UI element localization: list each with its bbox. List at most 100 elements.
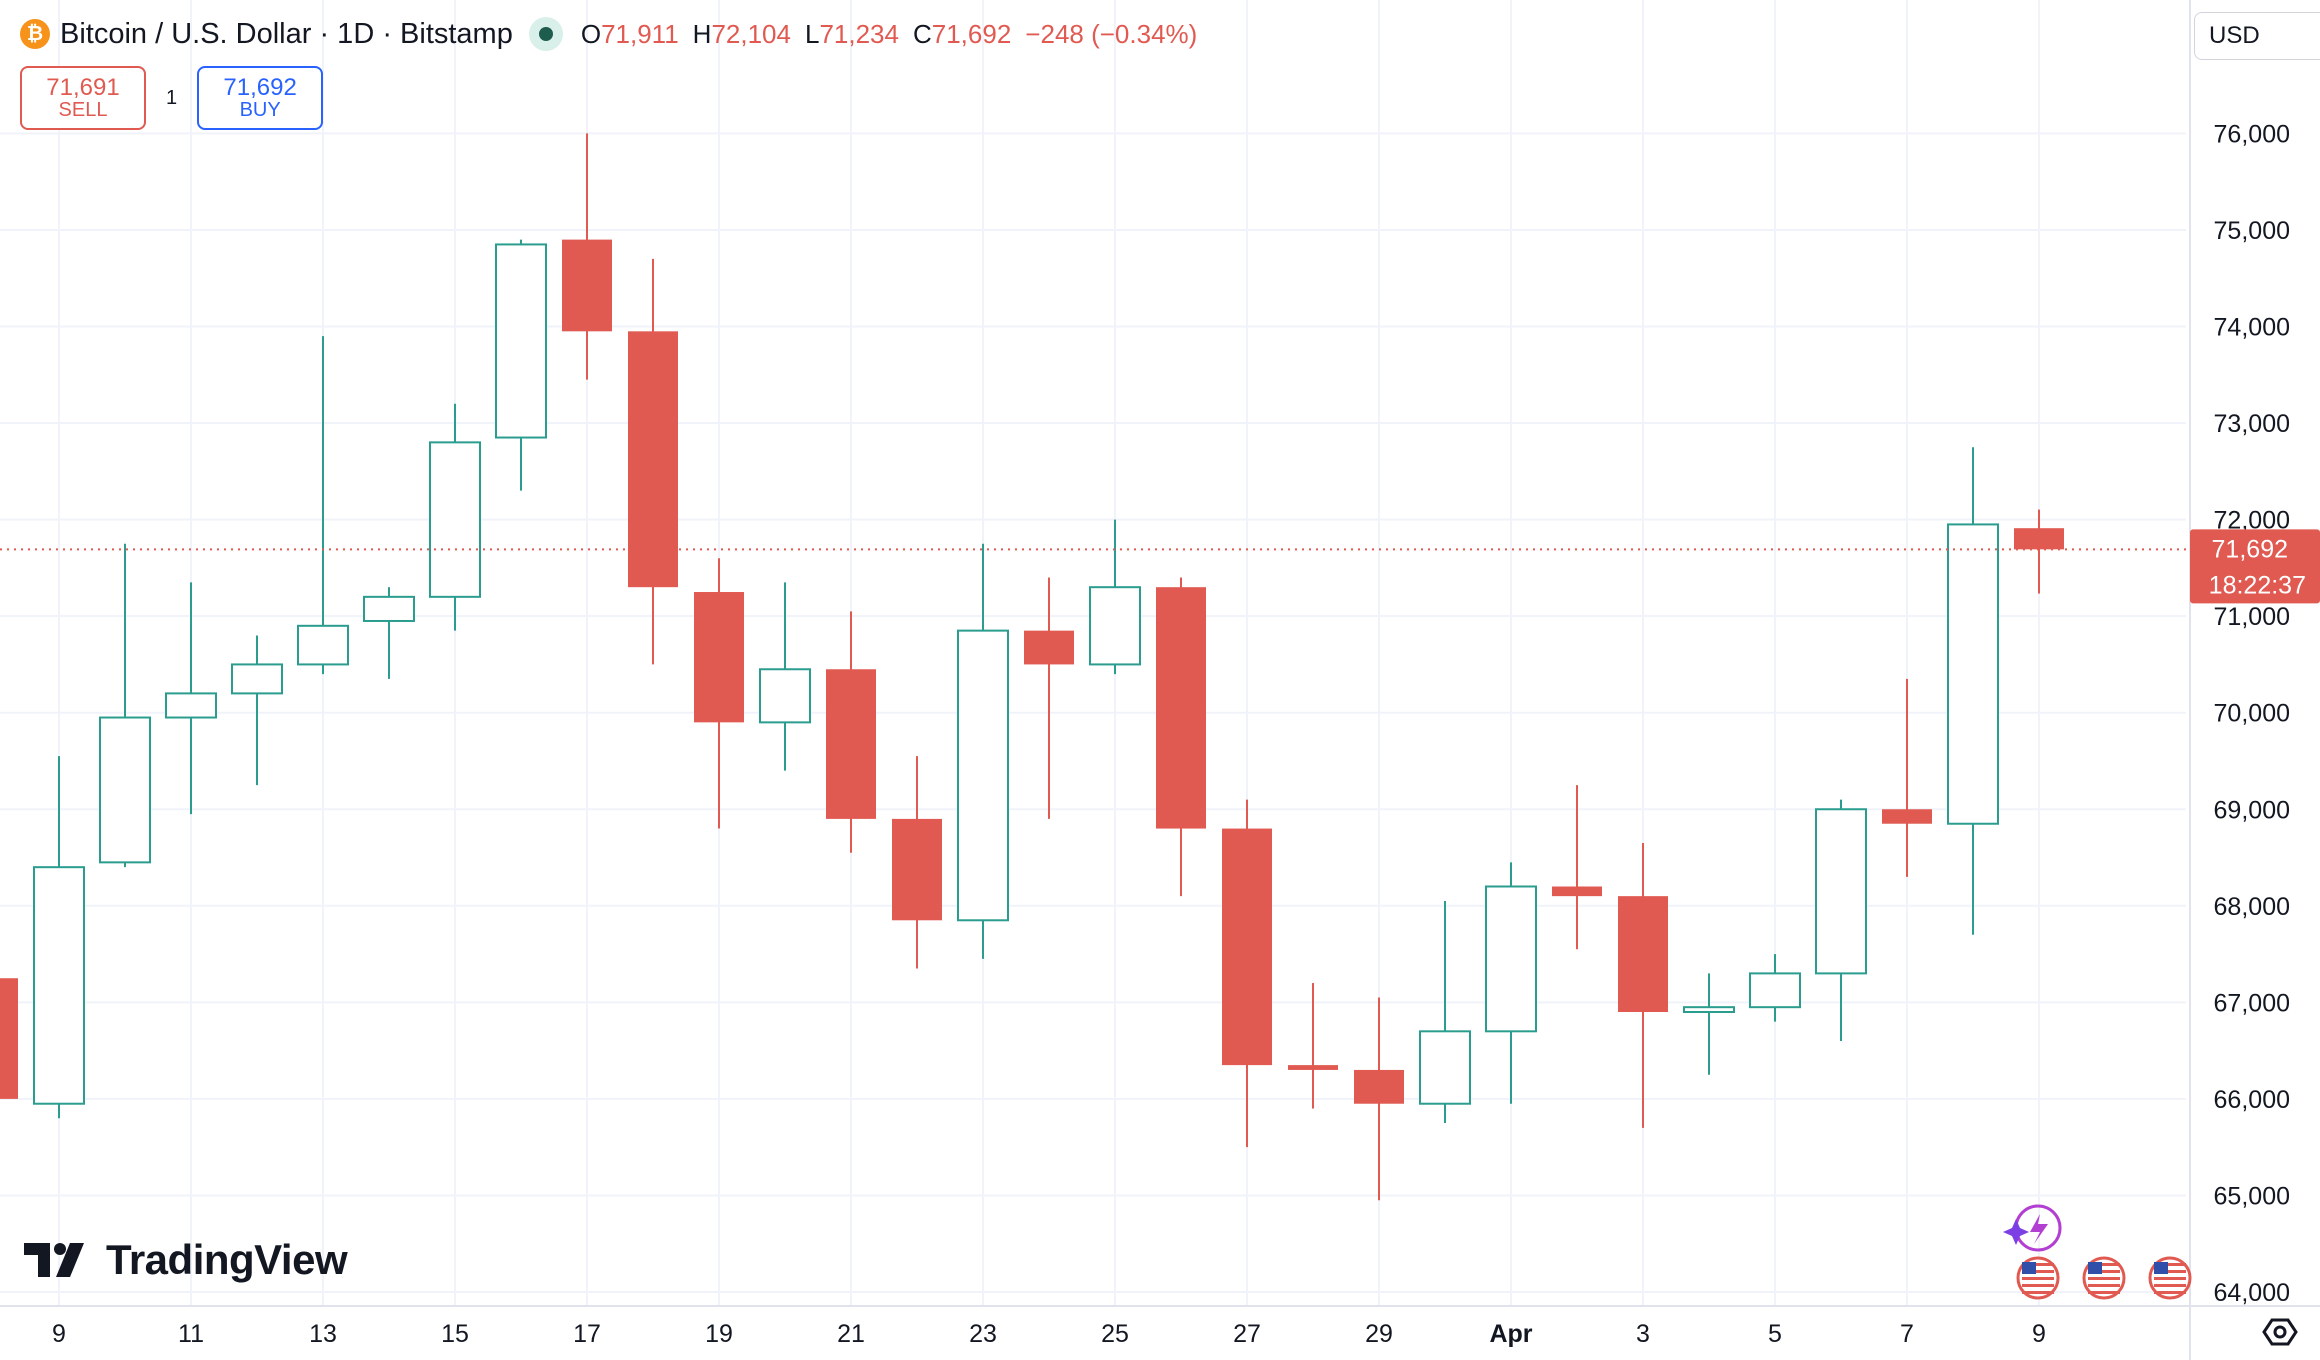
x-tick-label: 9	[52, 1320, 66, 1348]
x-tick-label: Apr	[1489, 1320, 1532, 1348]
currency-selector[interactable]: USD	[2194, 12, 2320, 60]
candles	[0, 133, 2064, 1201]
candle-body	[1882, 809, 1932, 824]
tradingview-logo-icon	[24, 1243, 84, 1277]
sell-label: SELL	[58, 99, 108, 122]
candle	[1419, 900, 1471, 1124]
candle	[1618, 843, 1668, 1128]
candle-body	[2014, 528, 2064, 550]
x-tick-label: 27	[1233, 1320, 1261, 1348]
y-tick-label: 75,000	[2214, 217, 2290, 245]
candle-body	[1288, 1065, 1338, 1070]
candle-body	[1485, 885, 1537, 1033]
tradingview-logo[interactable]: TradingView	[24, 1236, 348, 1284]
y-tick-label: 65,000	[2214, 1182, 2290, 1210]
candle	[1882, 678, 1932, 877]
candle-body	[957, 629, 1009, 922]
x-tick-label: 11	[178, 1320, 204, 1348]
x-tick-label: 17	[573, 1320, 601, 1348]
candle	[429, 403, 481, 631]
candle	[1815, 799, 1867, 1041]
candle-body	[363, 595, 415, 622]
us-flag-icon[interactable]	[2082, 1256, 2126, 1300]
y-tick-label: 67,000	[2214, 989, 2290, 1017]
y-tick-label: 74,000	[2214, 314, 2290, 342]
trade-panel: 71,691 SELL 1 71,692 BUY	[20, 66, 324, 130]
y-tick-label: 64,000	[2214, 1279, 2290, 1307]
x-tick-label: 3	[1636, 1320, 1650, 1348]
candle	[1089, 519, 1141, 675]
candle-body	[429, 441, 481, 598]
candle-body	[1024, 630, 1074, 665]
y-tick-label: 73,000	[2214, 410, 2290, 438]
candle-body	[1089, 586, 1141, 666]
x-tick-label: 25	[1101, 1320, 1129, 1348]
quantity: 1	[166, 86, 178, 109]
candle	[2014, 509, 2064, 594]
candle	[1354, 997, 1404, 1201]
change-value: −248 (−0.34%)	[1025, 18, 1198, 49]
us-flag-icon[interactable]	[2148, 1256, 2192, 1300]
y-tick-label: 69,000	[2214, 796, 2290, 824]
candle	[1947, 447, 1999, 935]
y-tick-label: 66,000	[2214, 1086, 2290, 1114]
candle	[297, 336, 349, 675]
low-value: 71,234	[819, 18, 899, 49]
candle-body	[99, 716, 151, 864]
candle-body	[759, 668, 811, 724]
candle-body	[1618, 896, 1668, 1013]
candle-body	[628, 331, 678, 588]
candle-body	[495, 243, 547, 439]
x-tick-label: 7	[1900, 1320, 1914, 1348]
countdown-label: 18:22:37	[2209, 571, 2306, 599]
candle-body	[33, 866, 85, 1105]
candle-body	[826, 669, 876, 819]
candle	[694, 558, 744, 829]
candle	[1288, 983, 1338, 1109]
x-tick-label: 9	[2032, 1320, 2046, 1348]
buy-label: BUY	[239, 99, 281, 122]
candle-body	[892, 818, 942, 921]
us-flag-icon[interactable]	[2016, 1256, 2060, 1300]
candle-body	[165, 692, 217, 719]
candle	[1222, 799, 1272, 1148]
symbol-legend: ₿ Bitcoin / U.S. Dollar · 1D · Bitstamp …	[20, 14, 1197, 54]
symbol-title[interactable]: Bitcoin / U.S. Dollar · 1D · Bitstamp	[60, 17, 513, 50]
candle-body	[1749, 972, 1801, 1009]
last-price-tag	[2190, 529, 2320, 604]
x-tick-label: 5	[1768, 1320, 1782, 1348]
candle-body	[1947, 523, 1999, 825]
x-tick-label: 23	[969, 1320, 997, 1348]
lightning-icon[interactable]	[2003, 1204, 2062, 1252]
settings-icon[interactable]	[2262, 1318, 2298, 1346]
last-price-label: 71,692	[2212, 535, 2288, 563]
sell-button[interactable]: 71,691 SELL	[20, 66, 146, 130]
candle	[0, 978, 18, 1099]
candle-body	[1815, 808, 1867, 975]
candle	[495, 239, 547, 491]
candle-body	[1683, 1006, 1735, 1014]
y-tick-label: 76,000	[2214, 120, 2290, 148]
candle	[99, 543, 151, 868]
bitcoin-icon: ₿	[20, 19, 50, 49]
candle	[759, 582, 811, 771]
x-tick-label: 19	[705, 1320, 733, 1348]
candle	[1156, 577, 1206, 897]
candle-body	[1156, 587, 1206, 829]
market-open-dot[interactable]	[528, 17, 563, 51]
candle	[1552, 785, 1602, 950]
buy-button[interactable]: 71,692 BUY	[197, 66, 324, 130]
y-tick-label: 71,000	[2214, 603, 2290, 631]
candle	[562, 133, 612, 380]
candle	[231, 635, 283, 786]
candle	[1683, 973, 1735, 1075]
x-tick-label: 13	[309, 1320, 337, 1348]
candle	[826, 611, 876, 853]
candle	[1485, 862, 1537, 1104]
candle-body	[1222, 828, 1272, 1066]
candle-body	[0, 978, 18, 1099]
candle	[1749, 954, 1801, 1022]
candle-body	[1419, 1030, 1471, 1105]
candle	[165, 582, 217, 815]
